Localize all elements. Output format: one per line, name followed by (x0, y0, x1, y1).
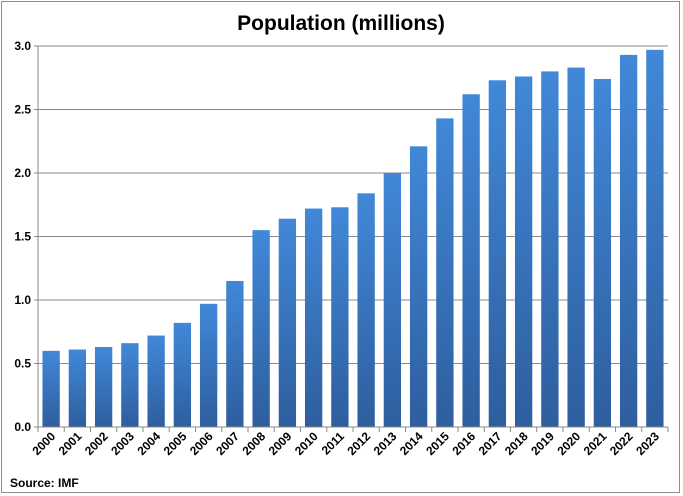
x-tick-label: 2023 (633, 429, 662, 458)
x-tick-label: 2005 (161, 429, 190, 458)
bar-2014 (409, 146, 428, 427)
bar-2002 (94, 346, 113, 427)
x-tick-label: 2008 (239, 429, 268, 458)
bar-2013 (383, 173, 402, 427)
bar-2004 (147, 335, 165, 427)
x-tick-label: 2000 (29, 429, 58, 458)
y-tick-label: 0.0 (14, 420, 31, 434)
y-tick-label: 1.5 (14, 230, 31, 244)
y-tick-label: 2.5 (14, 103, 31, 117)
bar-2015 (436, 118, 454, 427)
bar-2008 (252, 230, 270, 427)
x-tick-label: 2021 (581, 429, 610, 458)
bar-2007 (226, 280, 244, 427)
bar-2019 (541, 71, 559, 428)
x-tick-label: 2014 (397, 429, 426, 458)
x-tick-label: 2018 (502, 429, 531, 458)
x-tick-label: 2004 (134, 429, 163, 458)
x-tick-label: 2013 (371, 429, 400, 458)
bar-2010 (304, 208, 323, 427)
x-axis-ticks: 2000200120022003200420052006200720082009… (29, 427, 669, 458)
x-tick-label: 2002 (82, 429, 111, 458)
y-axis-ticks: 0.0 0.5 1.0 1.5 2.0 2.5 3.0 (14, 39, 38, 434)
y-tick-label: 0.5 (14, 357, 31, 371)
x-tick-label: 2020 (554, 429, 583, 458)
bar-2000 (42, 350, 60, 427)
chart-title: Population (millions) (237, 12, 445, 35)
x-tick-label: 2017 (476, 429, 505, 458)
y-tick-label: 2.0 (14, 166, 31, 180)
x-tick-label: 2012 (344, 429, 373, 458)
bar-2001 (68, 349, 87, 427)
bar-2016 (462, 94, 480, 427)
bar-2018 (514, 76, 533, 427)
x-tick-label: 2001 (56, 429, 85, 458)
x-tick-label: 2022 (607, 429, 636, 458)
source-note: Source: IMF (10, 476, 79, 490)
x-tick-label: 2009 (266, 429, 295, 458)
y-tick-label: 1.0 (14, 293, 31, 307)
y-tick-label: 3.0 (14, 39, 31, 53)
bar-2017 (488, 80, 507, 427)
bar-2011 (331, 207, 349, 427)
bar-2023 (646, 49, 664, 428)
bar-2003 (121, 343, 139, 427)
bar-2006 (199, 303, 218, 427)
bar-2012 (357, 193, 375, 427)
x-tick-label: 2007 (213, 429, 242, 458)
bar-2022 (619, 54, 638, 427)
x-tick-label: 2019 (528, 429, 557, 458)
x-tick-label: 2016 (449, 429, 478, 458)
x-tick-label: 2003 (108, 429, 137, 458)
bar-2005 (173, 322, 192, 427)
x-tick-label: 2011 (319, 429, 348, 458)
bar-2009 (278, 218, 297, 427)
x-tick-label: 2015 (423, 429, 452, 458)
x-tick-label: 2006 (187, 429, 216, 458)
gridlines (38, 45, 668, 364)
bar-2020 (567, 67, 585, 427)
x-tick-label: 2010 (292, 429, 321, 458)
bar-2021 (593, 79, 612, 428)
bars (42, 49, 664, 428)
